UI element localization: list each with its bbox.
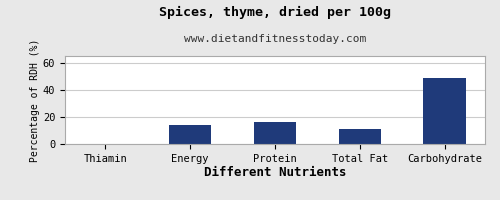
X-axis label: Different Nutrients: Different Nutrients: [204, 166, 346, 180]
Y-axis label: Percentage of RDH (%): Percentage of RDH (%): [30, 38, 40, 162]
Bar: [169, 125, 212, 144]
Text: Spices, thyme, dried per 100g: Spices, thyme, dried per 100g: [159, 6, 391, 19]
Bar: [338, 129, 381, 144]
Bar: [254, 122, 296, 144]
Text: www.dietandfitnesstoday.com: www.dietandfitnesstoday.com: [184, 34, 366, 44]
Bar: [424, 78, 466, 144]
